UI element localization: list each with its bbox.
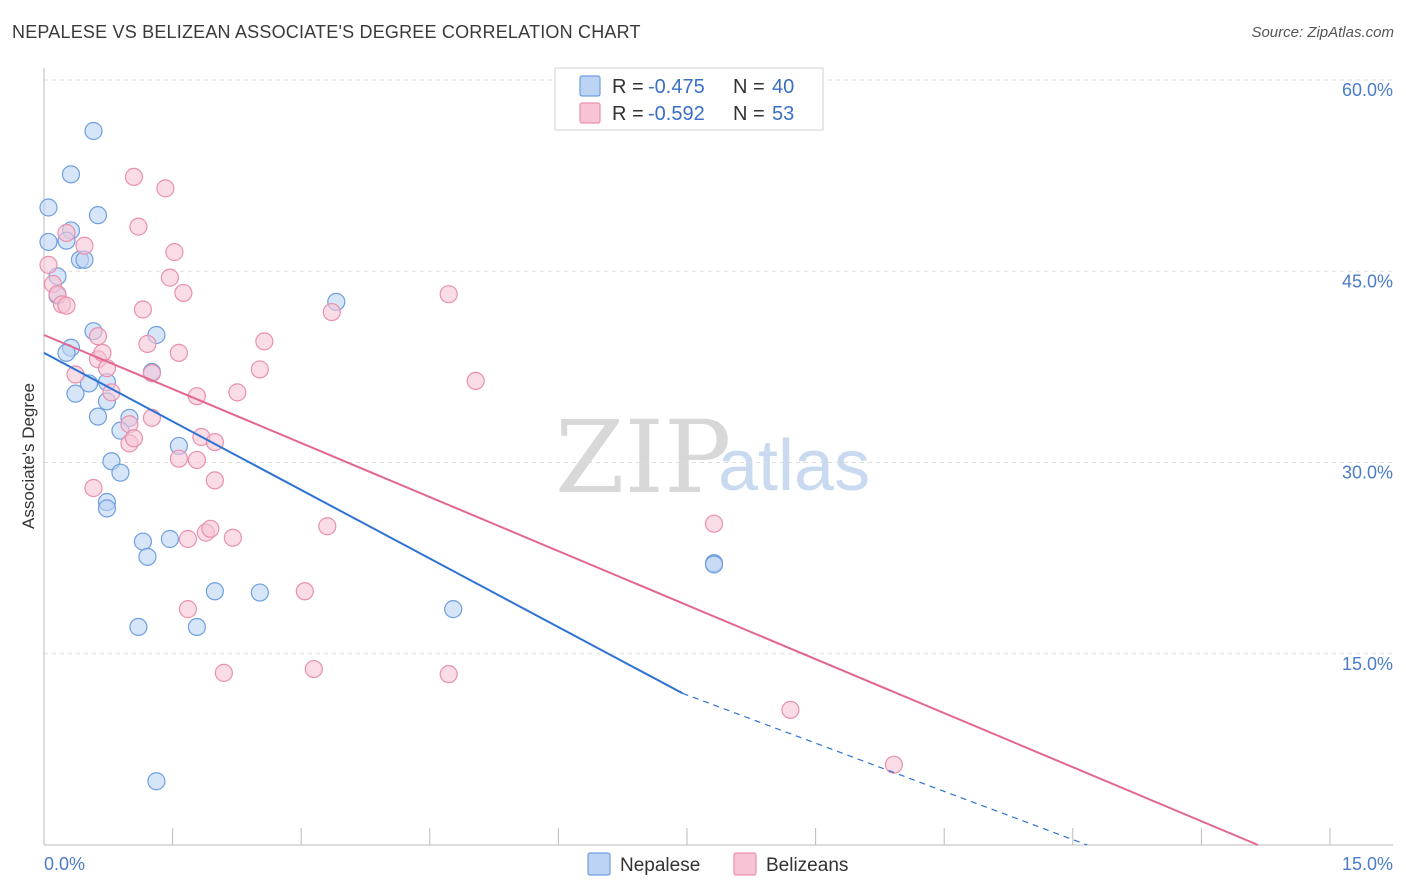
belizeans-point (439, 665, 458, 684)
belizeans-point (124, 429, 144, 448)
belizeans-point (178, 600, 197, 619)
legend-n-label-2: N = (733, 103, 765, 125)
belizeans-point (781, 700, 800, 719)
belizeans-point (174, 283, 193, 303)
nepalese-point (138, 547, 157, 566)
belizeans-point (88, 327, 108, 346)
nepalese-point (111, 463, 130, 482)
legend-r-label-1: R = (612, 76, 644, 98)
belizeans-point (169, 343, 188, 362)
nepalese-point (444, 600, 463, 619)
legend-n-value-1: 40 (772, 76, 794, 98)
watermark-zip: ZIP (555, 399, 731, 516)
belizeans-point (884, 755, 903, 774)
y-tick-label: 60.0% (1342, 80, 1393, 100)
belizeans-point (142, 408, 162, 427)
belizeans-point (84, 478, 103, 498)
nepalese-point (187, 617, 206, 637)
legend-r-label-2: R = (612, 103, 644, 125)
nepalese-trend-extension (682, 692, 1088, 846)
belizeans-point (255, 332, 274, 351)
belizeans-point (124, 167, 144, 186)
y-tick-label: 30.0% (1342, 463, 1393, 483)
bottom-legend-swatch-belizeans (733, 852, 757, 876)
belizeans-point (178, 529, 197, 549)
belizeans-point (165, 243, 184, 262)
correlation-legend: R = -0.475 N = 40 R = -0.592 N = 53 (554, 67, 824, 131)
legend-r-value-2: -0.592 (648, 103, 705, 125)
legend-swatch-nepalese (579, 75, 601, 97)
nepalese-point (97, 499, 117, 518)
belizeans-point (160, 268, 180, 287)
belizeans-point (295, 582, 314, 601)
legend-n-label-1: N = (733, 76, 765, 98)
legend-n-value-2: 53 (772, 103, 794, 125)
nepalese-point (88, 206, 108, 225)
belizeans-point (75, 236, 94, 255)
nepalese-point (160, 529, 180, 549)
belizeans-point (704, 514, 724, 533)
bottom-legend-swatch-nepalese (587, 852, 611, 876)
bottom-legend-label-nepalese: Nepalese (620, 855, 700, 876)
belizeans-point (39, 255, 58, 274)
source-label: Source: ZipAtlas.com (1251, 24, 1394, 41)
belizeans-point (214, 663, 233, 682)
belizeans-point (201, 519, 220, 538)
belizeans-point (138, 334, 157, 354)
trend-lines (43, 334, 1259, 846)
belizeans-point (439, 285, 458, 304)
nepalese-point (39, 232, 58, 252)
nepalese-point (205, 582, 224, 601)
series-legend: Nepalese Belizeans (587, 852, 848, 876)
belizeans-point (169, 449, 188, 468)
x-tick-marks (43, 828, 1331, 845)
belizeans-point (205, 471, 224, 490)
nepalese-point (39, 198, 58, 217)
belizeans-point (57, 296, 76, 315)
belizeans-point (318, 517, 337, 536)
belizeans-point (142, 364, 162, 383)
chart-title: NEPALESE VS BELIZEAN ASSOCIATE'S DEGREE … (12, 22, 641, 42)
y-tick-labels: 15.0% 30.0% 45.0% 60.0% (1342, 80, 1393, 674)
nepalese-trend-line (43, 351, 683, 695)
y-tick-label: 45.0% (1342, 271, 1393, 291)
nepalese-point (147, 772, 166, 791)
y-axis-label: Associate's Degree (19, 383, 38, 529)
x-tick-label-max: 15.0% (1342, 854, 1393, 874)
belizeans-point (57, 223, 76, 243)
watermark-atlas: atlas (718, 426, 870, 506)
nepalese-point (66, 384, 85, 403)
belizeans-point (250, 360, 269, 379)
y-tick-label: 15.0% (1342, 654, 1393, 674)
x-tick-label-min: 0.0% (44, 854, 85, 874)
belizeans-point (466, 371, 485, 390)
belizeans-point (223, 528, 242, 547)
bottom-legend-label-belizeans: Belizeans (766, 855, 848, 876)
belizeans-point (129, 217, 148, 236)
belizeans-point (133, 300, 153, 319)
nepalese-point (129, 617, 148, 637)
belizeans-point (304, 659, 323, 679)
belizeans-trend-line (43, 334, 1259, 846)
legend-r-value-1: -0.475 (648, 76, 705, 98)
legend-swatch-belizeans (579, 102, 601, 124)
nepalese-point (133, 532, 153, 551)
nepalese-point (704, 555, 724, 574)
belizeans-point (322, 302, 341, 322)
belizeans-point (156, 179, 175, 198)
belizeans-point (228, 383, 247, 402)
nepalese-point (88, 407, 108, 426)
nepalese-point (61, 165, 81, 184)
belizeans-point (187, 450, 206, 470)
nepalese-point (250, 583, 269, 602)
nepalese-point (84, 121, 103, 141)
